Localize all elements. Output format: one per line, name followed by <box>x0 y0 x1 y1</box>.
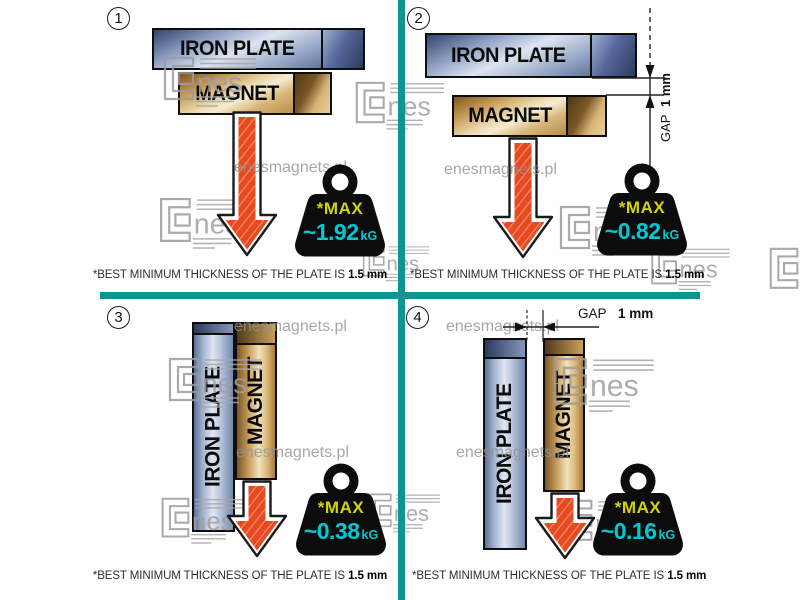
svg-text:nes: nes <box>679 256 717 283</box>
magnet-label: MAGNET <box>468 104 552 127</box>
note-prefix: *BEST MINIMUM THICKNESS OF THE PLATE IS <box>92 570 345 582</box>
iron-plate-face: IRON PLATE <box>427 35 590 76</box>
svg-text:nes: nes <box>388 92 431 122</box>
site-watermark: enesmagnets.pl <box>444 161 557 178</box>
iron-plate: IRON PLATE <box>425 33 637 78</box>
force-unit: kG <box>662 228 680 242</box>
iron-plate: IRON PLATE <box>483 338 527 550</box>
kettlebell-shape <box>296 463 386 556</box>
site-watermark: enesmagnets.pl <box>236 444 349 461</box>
kettlebell-shape <box>295 164 385 257</box>
note-text: *BEST MINIMUM THICKNESS OF THE PLATE IS … <box>64 570 416 582</box>
magnet-label: MAGNET <box>194 81 279 105</box>
magnet-top-face <box>237 324 275 345</box>
gap-dimension-lines <box>503 310 599 342</box>
force-value: ~0.38 <box>303 518 360 544</box>
gap-label: GAP 1 mm <box>658 58 673 142</box>
iron-plate-top-face <box>194 324 233 335</box>
magnet-side-face <box>566 97 605 135</box>
pull-force-arrow-icon <box>492 137 554 259</box>
enes-logo-watermark: nes <box>550 356 658 424</box>
max-label: *MAX <box>317 498 365 517</box>
panel-1-number: 1 <box>107 7 130 30</box>
site-watermark: enesmagnets.pl <box>446 318 559 335</box>
site-watermark: enesmagnets.pl <box>234 318 347 335</box>
horizontal-divider <box>100 292 700 299</box>
panel-3-number: 3 <box>107 306 130 329</box>
site-watermark: enesmagnets.pl <box>456 444 569 461</box>
kettlebell-shape <box>597 163 687 256</box>
note-prefix: *BEST MINIMUM THICKNESS OF THE PLATE IS <box>410 269 663 281</box>
enes-logo-watermark: nes <box>352 80 448 141</box>
iron-plate-face: IRON PLATE <box>154 30 321 68</box>
note-bold: 1.5 mm <box>348 269 388 281</box>
force-unit: kG <box>360 229 378 243</box>
magnet-face: MAGNET <box>454 97 566 135</box>
max-label: *MAX <box>316 199 364 218</box>
magnet: MAGNET <box>235 322 277 480</box>
note-text: *BEST MINIMUM THICKNESS OF THE PLATE IS … <box>64 269 416 281</box>
note-bold: 1.5 mm <box>348 570 388 582</box>
note-bold: 1.5 mm <box>665 269 705 281</box>
note-text: *BEST MINIMUM THICKNESS OF THE PLATE IS … <box>410 269 704 281</box>
iron-plate-side-face <box>590 35 635 76</box>
gap-word: GAP <box>658 114 673 142</box>
vertical-divider <box>398 0 405 600</box>
svg-text:nes: nes <box>590 370 639 403</box>
pull-force-arrow-icon <box>216 111 278 257</box>
note-text: *BEST MINIMUM THICKNESS OF THE PLATE IS … <box>412 570 706 582</box>
pull-force-arrow-icon <box>226 480 288 558</box>
weight-icon: *MAX ~0.16 kG <box>583 460 693 560</box>
iron-plate: IRON PLATE <box>192 322 235 532</box>
panel-2-number: 2 <box>407 7 430 30</box>
force-value-row: ~0.38 kG <box>286 518 396 545</box>
kettlebell-shape <box>593 463 683 556</box>
magnet-top-face <box>545 340 583 356</box>
enes-logo-watermark: nes <box>766 246 800 306</box>
gap-value: 1 mm <box>618 306 654 321</box>
force-unit: kG <box>361 528 379 542</box>
svg-text:nes: nes <box>197 67 242 98</box>
gap-word: GAP <box>578 306 607 321</box>
max-label: *MAX <box>614 498 662 517</box>
magnet: MAGNET <box>543 338 585 492</box>
weight-icon: *MAX ~0.38 kG <box>286 460 396 560</box>
iron-plate-side-face <box>321 30 363 68</box>
magnet-side-face <box>293 74 330 113</box>
force-value: ~0.82 <box>604 218 661 244</box>
site-watermark: enesmagnets.pl <box>234 159 347 176</box>
iron-plate-top-face <box>485 340 525 359</box>
weight-icon: *MAX ~0.82 kG <box>587 160 697 260</box>
gap-value: 1 mm <box>658 72 673 107</box>
gap-dimension-lines <box>592 8 664 170</box>
note-bold: 1.5 mm <box>667 570 707 582</box>
max-label: *MAX <box>618 198 666 217</box>
force-value-row: ~0.82 kG <box>587 218 697 245</box>
magnet: MAGNET <box>452 95 607 137</box>
note-prefix: *BEST MINIMUM THICKNESS OF THE PLATE IS <box>412 570 665 582</box>
enes-logo-watermark: nes <box>156 196 258 260</box>
svg-text:nes: nes <box>192 508 234 536</box>
enes-logo-watermark: nes <box>160 55 260 118</box>
force-value-row: ~1.92 kG <box>285 219 395 246</box>
force-unit: kG <box>658 528 676 542</box>
force-value: ~0.16 <box>600 518 657 544</box>
panel-4-number: 4 <box>406 306 429 329</box>
force-value-row: ~0.16 kG <box>583 518 693 545</box>
enes-logo-watermark: nes <box>165 356 265 419</box>
svg-text:nes: nes <box>202 368 247 399</box>
force-value: ~1.92 <box>302 219 359 245</box>
gap-label: GAP 1 mm <box>578 306 653 321</box>
weight-icon: *MAX ~1.92 kG <box>285 161 395 261</box>
note-prefix: *BEST MINIMUM THICKNESS OF THE PLATE IS <box>92 269 345 281</box>
enes-logo-watermark: nes <box>158 496 250 554</box>
enes-logo-watermark: nes <box>648 246 733 300</box>
pull-force-arrow-icon <box>534 492 596 560</box>
iron-plate-label: IRON PLATE <box>451 43 566 67</box>
iron-plate-label: IRON PLATE <box>180 37 295 60</box>
iron-plate: IRON PLATE <box>152 28 365 70</box>
